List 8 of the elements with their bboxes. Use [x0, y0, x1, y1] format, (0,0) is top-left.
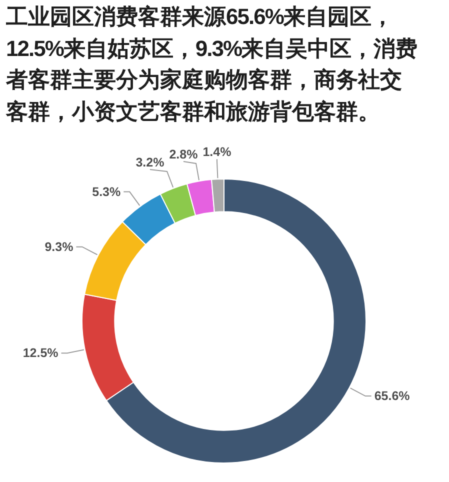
data-label: 3.2% [136, 155, 164, 170]
data-label: 2.8% [169, 147, 198, 162]
data-label: 12.5% [22, 346, 58, 360]
data-label: 1.4% [202, 145, 232, 160]
chart-title: 工业园区消费客群来源65.6%来自园区，12.5%来自姑苏区，9.3%来自吴中区，消费者客群主要分为家庭购物客群，商务社交客群，小资文艺客群和旅游背包客群。 [6, 4, 418, 124]
data-label: 5.3% [92, 184, 121, 199]
data-label: 65.6% [374, 389, 410, 404]
data-label: 9.3% [44, 240, 74, 254]
